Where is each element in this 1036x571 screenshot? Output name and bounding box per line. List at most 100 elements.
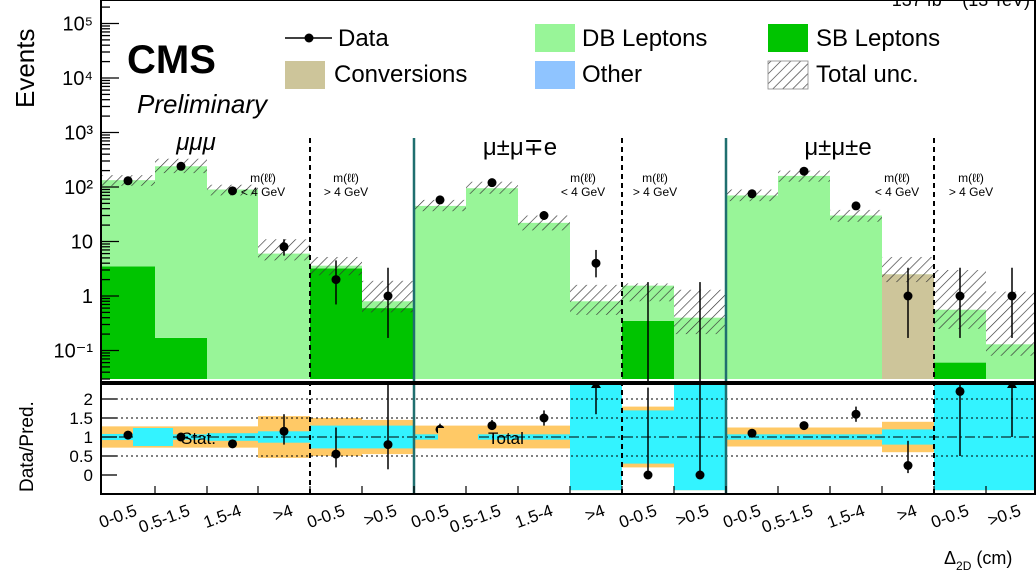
region-label-mupmumne: μ±μ∓e — [483, 134, 557, 161]
ratio-point-16 — [955, 386, 965, 396]
mll-low-sub-2: < 4 GeV — [561, 185, 605, 199]
ratio-legend-stat-label: Stat. — [181, 429, 216, 448]
ratio-point-10 — [643, 470, 653, 480]
legend-data-label: Data — [338, 25, 389, 52]
x-tick-label-7: 0.5-1.5 — [447, 501, 503, 537]
ratio-point-3 — [279, 426, 289, 436]
mll-low-label-3: m(ℓℓ) — [884, 171, 910, 185]
total-unc-band-6 — [414, 199, 466, 212]
x-tick-label-5: >0.5 — [361, 501, 399, 530]
y-tick-label-top-5: 10⁴ — [62, 68, 93, 90]
total-unc-band-14 — [830, 209, 882, 222]
x-tick-label-4: 0-0.5 — [304, 501, 347, 532]
data-point-8 — [539, 210, 549, 220]
mll-high-label-2: m(ℓℓ) — [642, 171, 668, 185]
total-unc-band-13 — [778, 170, 830, 182]
cms-label: CMS — [127, 38, 216, 82]
stack-bar-db-leptons-7 — [466, 188, 518, 379]
ratio-stat-band-8 — [518, 434, 570, 440]
ratio-point-15 — [903, 461, 913, 470]
data-point-5 — [383, 291, 393, 301]
y-tick-label-bot-3: 1.5 — [69, 409, 93, 428]
data-point-9 — [591, 258, 601, 268]
legend-unc-swatch — [767, 60, 809, 90]
mll-low-label-2: m(ℓℓ) — [570, 171, 596, 185]
x-axis-title: Δ2D (cm) — [944, 548, 1012, 571]
y-tick-label-top-4: 10³ — [64, 123, 93, 145]
ratio-legend-total-label: Total — [488, 429, 524, 448]
x-tick-label-15: >4 — [895, 501, 920, 525]
stack-bar-db-leptons-14 — [830, 215, 882, 379]
total-unc-band-8 — [518, 215, 570, 231]
total-unc-band-17 — [986, 291, 1036, 356]
mll-high-sub-2: > 4 GeV — [633, 185, 677, 199]
ratio-point-2 — [228, 439, 237, 449]
stack-bar-db-leptons-2 — [207, 189, 258, 379]
ratio-point-5 — [383, 440, 393, 450]
data-point-16 — [955, 291, 965, 301]
y-tick-label-bot-2: 1 — [84, 428, 93, 447]
ratio-point-1 — [176, 432, 186, 442]
x-tick-label-11: >0.5 — [673, 501, 711, 530]
legend-conv-label: Conversions — [334, 61, 467, 88]
total-unc-band-9 — [570, 284, 622, 315]
y-tick-label-bot-1: 0.5 — [69, 447, 93, 466]
ratio-legend-stat-swatch — [133, 428, 173, 446]
mll-low-sub-3: < 4 GeV — [875, 185, 919, 199]
x-tick-label-3: >4 — [271, 501, 296, 525]
stack-bar-db-leptons-13 — [778, 175, 830, 379]
data-point-3 — [279, 242, 289, 252]
ylabel-bottom: Data/Pred. — [17, 401, 38, 492]
data-point-2 — [228, 186, 237, 196]
legend-other-label: Other — [582, 61, 642, 88]
legend-sb-swatch — [768, 24, 808, 52]
mll-high-sub-1: > 4 GeV — [324, 185, 368, 199]
stack-bar-db-leptons-3 — [258, 253, 310, 379]
x-tick-label-13: 0.5-1.5 — [759, 501, 815, 537]
data-point-1 — [176, 161, 186, 171]
mll-high-label-3: m(ℓℓ) — [958, 171, 984, 185]
stack-bar-db-leptons-6 — [414, 205, 466, 379]
data-point-13 — [799, 166, 809, 176]
legend-other-swatch — [535, 61, 575, 89]
y-tick-label-top-0: 10⁻¹ — [54, 341, 94, 363]
data-point-15 — [903, 291, 913, 301]
mll-low-label-1: m(ℓℓ) — [250, 171, 276, 185]
mll-high-label-1: m(ℓℓ) — [333, 171, 359, 185]
stack-bar-db-leptons-0 — [101, 180, 155, 267]
region-label-mumumu: μμμ — [175, 129, 215, 156]
y-tick-label-top-3: 10² — [64, 177, 93, 199]
ratio-point-14 — [851, 409, 861, 419]
legend-db-label: DB Leptons — [582, 25, 707, 52]
legend-sb-label: SB Leptons — [816, 25, 940, 52]
ratio-point-0 — [123, 430, 133, 440]
total-unc-band-7 — [466, 181, 518, 194]
legend: Data DB Leptons SB Leptons Conversions O… — [285, 24, 940, 90]
ratio-point-8 — [539, 413, 549, 423]
stack-bar-db-leptons-1 — [155, 166, 207, 338]
data-point-12 — [747, 189, 757, 199]
x-tick-label-8: 1.5-4 — [512, 501, 555, 532]
data-point-0 — [123, 176, 133, 186]
mll-low-sub-1: < 4 GeV — [241, 185, 285, 199]
y-tick-label-top-2: 10 — [71, 232, 93, 254]
legend-conv-swatch — [285, 61, 325, 89]
x-tick-label-0: 0-0.5 — [96, 501, 139, 532]
stack-bar-db-leptons-8 — [518, 222, 570, 379]
stack-bar-sb-leptons-1 — [155, 337, 207, 379]
data-point-7 — [487, 178, 497, 188]
top-panel-frame — [100, 0, 1036, 383]
bottom-panel-frame — [100, 383, 1036, 495]
x-tick-label-6: 0-0.5 — [408, 501, 451, 532]
x-tick-label-10: 0-0.5 — [616, 501, 659, 532]
x-tick-label-14: 1.5-4 — [824, 501, 867, 532]
legend-data-marker — [304, 33, 314, 43]
y-tick-label-top-6: 10⁵ — [62, 14, 93, 36]
preliminary-label: Preliminary — [137, 89, 269, 119]
data-point-17 — [1007, 291, 1017, 301]
ylabel-top: Events — [10, 29, 40, 109]
lumi-label: 137 fb⁻¹ (13 TeV) — [892, 0, 1030, 10]
y-tick-label-bot-0: 0 — [84, 466, 93, 485]
ratio-point-7 — [487, 421, 497, 431]
